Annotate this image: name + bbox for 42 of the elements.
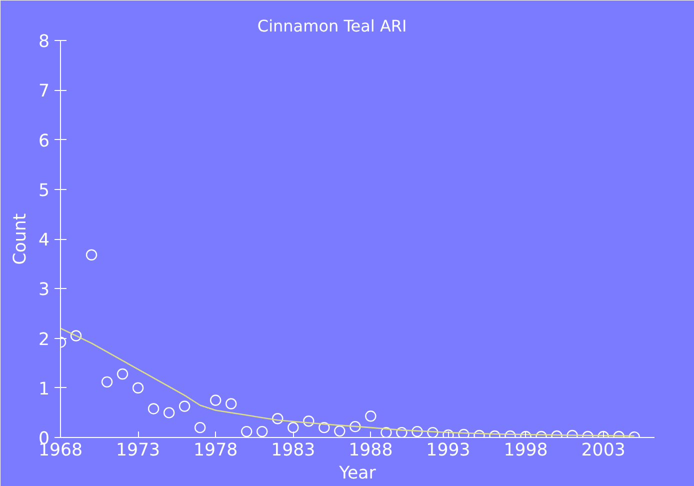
point: [178, 400, 190, 412]
point: [241, 426, 252, 438]
point: [148, 403, 160, 414]
y-tick-label: 6: [38, 131, 50, 152]
point: [318, 422, 330, 434]
x-tick-label: 1978: [194, 440, 238, 460]
x-tick-label: 1998: [504, 440, 548, 460]
point: [396, 426, 408, 438]
point: [412, 426, 423, 438]
point: [272, 413, 284, 424]
point: [163, 407, 175, 418]
point: [288, 422, 299, 434]
point: [256, 426, 268, 438]
y-tick-label: 7: [38, 82, 50, 102]
x-tick-label: 2003: [581, 440, 626, 460]
x-tick-label: 1983: [271, 440, 316, 460]
point: [132, 382, 144, 394]
y-tick-label: 4: [38, 230, 50, 250]
y-tick-label: 1: [38, 379, 50, 400]
x-tick-label: 1973: [116, 440, 160, 460]
x-tick-label: 1993: [426, 440, 470, 460]
y-tick-label: 5: [38, 180, 50, 201]
x-tick-label: 1988: [348, 440, 393, 460]
point: [226, 398, 237, 410]
y-tick-label: 3: [38, 280, 50, 300]
x-axis-title: Year: [338, 464, 377, 484]
point: [427, 426, 438, 438]
point: [350, 420, 361, 432]
point: [380, 426, 392, 438]
y-tick-label: 2: [38, 330, 50, 350]
point: [194, 422, 206, 434]
point: [365, 410, 376, 422]
point: [86, 249, 98, 260]
point: [303, 416, 314, 427]
y-tick-label: 8: [38, 32, 50, 52]
chart-title: Cinnamon Teal ARI: [257, 16, 407, 36]
point: [70, 330, 82, 342]
y-axis-title: Count: [10, 213, 30, 265]
point: [116, 368, 128, 380]
point: [101, 376, 113, 388]
point: [334, 425, 346, 437]
point: [210, 394, 222, 406]
